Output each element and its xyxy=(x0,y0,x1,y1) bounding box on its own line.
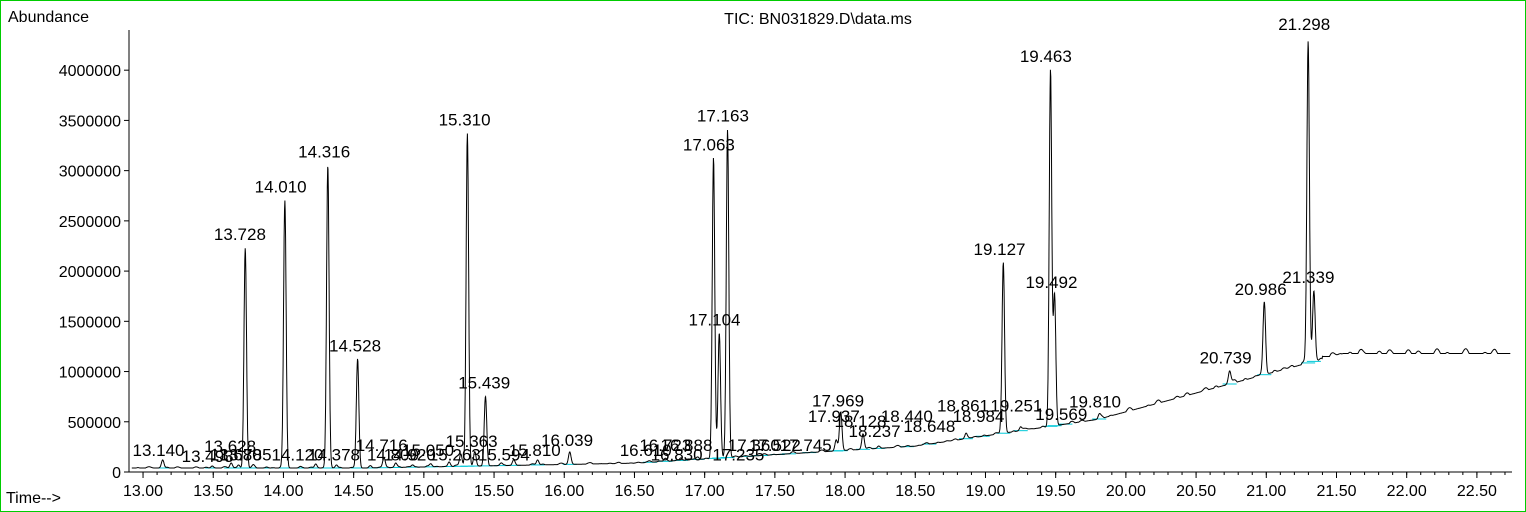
peak-label: 18.237 xyxy=(849,422,901,441)
x-tick-label: 15.00 xyxy=(404,483,444,500)
peak-label: 13.785 xyxy=(220,445,272,464)
peak-label: 17.745 xyxy=(780,436,832,455)
peak-label: 15.363 xyxy=(446,432,498,451)
peak-label: 18.984 xyxy=(952,407,1004,426)
y-tick-label: 3500000 xyxy=(59,113,121,130)
peak-label: 18.440 xyxy=(881,407,933,426)
x-tick-label: 14.50 xyxy=(334,483,374,500)
peak-label: 13.140 xyxy=(132,441,184,460)
peak-label: 17.163 xyxy=(697,106,749,125)
axes: 0 500000 1000000 1500000 2000000 2500000 30000… xyxy=(59,30,1512,500)
peak-label: 19.127 xyxy=(974,240,1026,259)
peak-label: 16.723 xyxy=(639,436,691,455)
peak-label: 15.310 xyxy=(439,110,491,129)
tic-trace xyxy=(131,41,1511,469)
x-tick-label: 22.50 xyxy=(1457,483,1497,500)
x-tick-label: 13.00 xyxy=(123,483,163,500)
peak-label: 15.263 xyxy=(429,445,481,464)
peak-label: 17.522 xyxy=(749,436,801,455)
peak-label: 21.298 xyxy=(1278,15,1330,34)
x-tick-label: 18.50 xyxy=(895,483,935,500)
peak-label: 18.648 xyxy=(903,417,955,436)
peak-label: 13.628 xyxy=(204,437,256,456)
x-tick-label: 16.00 xyxy=(544,483,584,500)
peak-label: 14.316 xyxy=(298,143,350,162)
y-tick-label: 3000000 xyxy=(59,164,121,181)
x-tick-label: 15.50 xyxy=(474,483,514,500)
peak-label: 15.594 xyxy=(478,445,530,464)
y-tick-label: 0 xyxy=(112,465,121,482)
peak-label: 19.463 xyxy=(1020,47,1072,66)
x-tick-label: 16.50 xyxy=(614,483,654,500)
peak-label: 20.986 xyxy=(1235,280,1287,299)
y-tick-label: 2000000 xyxy=(59,264,121,281)
peak-label: 16.888 xyxy=(660,436,712,455)
peak-label: 17.360 xyxy=(728,436,780,455)
x-tick-label: 21.50 xyxy=(1316,483,1356,500)
peak-label: 14.120 xyxy=(271,445,323,464)
peak-label: 19.251 xyxy=(990,397,1042,416)
x-tick-label: 19.00 xyxy=(965,483,1005,500)
peak-label: 17.063 xyxy=(683,136,735,155)
peak-label: 19.569 xyxy=(1035,405,1087,424)
peak-label: 13.493 xyxy=(182,447,234,466)
y-tick-label: 2500000 xyxy=(59,214,121,231)
x-tick-label: 14.00 xyxy=(263,483,303,500)
peak-label: 15.439 xyxy=(458,374,510,393)
x-tick-label: 22.00 xyxy=(1387,483,1427,500)
peak-label: 14.378 xyxy=(308,445,360,464)
x-tick-label: 21.00 xyxy=(1246,483,1286,500)
peak-label: 13.728 xyxy=(214,225,266,244)
peak-label: 14.800 xyxy=(367,445,419,464)
x-tick-label: 13.50 xyxy=(193,483,233,500)
peak-label: 20.739 xyxy=(1200,349,1252,368)
x-tick-label: 20.50 xyxy=(1176,483,1216,500)
peak-label: 17.969 xyxy=(812,392,864,411)
chart-title: TIC: BN031829.D\data.ms xyxy=(724,11,912,28)
peak-label: 17.104 xyxy=(688,310,740,329)
y-axis-label: Abundance xyxy=(8,9,89,26)
peak-label: 19.810 xyxy=(1069,393,1121,412)
x-tick-label: 17.50 xyxy=(755,483,795,500)
peak-label: 17.235 xyxy=(712,445,764,464)
peak-label: 16.830 xyxy=(651,445,703,464)
y-tick-label: 1000000 xyxy=(59,365,121,382)
peak-label: 15.810 xyxy=(509,441,561,460)
y-tick-label: 4000000 xyxy=(59,63,121,80)
peak-label: 14.920 xyxy=(384,445,436,464)
y-tick-label: 500000 xyxy=(68,415,121,432)
peak-label: 14.528 xyxy=(329,336,381,355)
x-tick-label: 19.50 xyxy=(1036,483,1076,500)
peak-label: 16.610 xyxy=(620,441,672,460)
peak-label: 15.050 xyxy=(402,441,454,460)
peak-label: 16.039 xyxy=(541,431,593,450)
x-axis-label: Time--> xyxy=(6,490,61,507)
x-tick-label: 20.00 xyxy=(1106,483,1146,500)
x-tick-label: 17.00 xyxy=(685,483,725,500)
y-tick-label: 1500000 xyxy=(59,314,121,331)
peak-label: 13.680 xyxy=(210,445,262,464)
peak-label: 18.128 xyxy=(835,412,887,431)
peak-label: 18.861 xyxy=(937,397,989,416)
peak-label: 14.010 xyxy=(255,178,307,197)
peak-label: 14.716 xyxy=(356,436,408,455)
peak-label: 17.937 xyxy=(808,407,860,426)
peak-label: 19.492 xyxy=(1025,273,1077,292)
x-tick-label: 18.00 xyxy=(825,483,865,500)
peak-label: 21.339 xyxy=(1282,268,1334,287)
